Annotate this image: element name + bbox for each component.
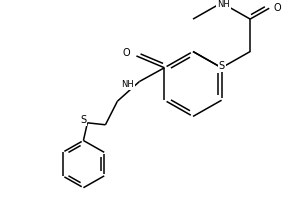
Text: NH: NH	[121, 80, 134, 89]
Text: NH: NH	[217, 0, 230, 9]
Text: S: S	[218, 61, 225, 71]
Text: O: O	[123, 48, 130, 58]
Text: O: O	[273, 3, 281, 13]
Text: S: S	[80, 115, 86, 125]
